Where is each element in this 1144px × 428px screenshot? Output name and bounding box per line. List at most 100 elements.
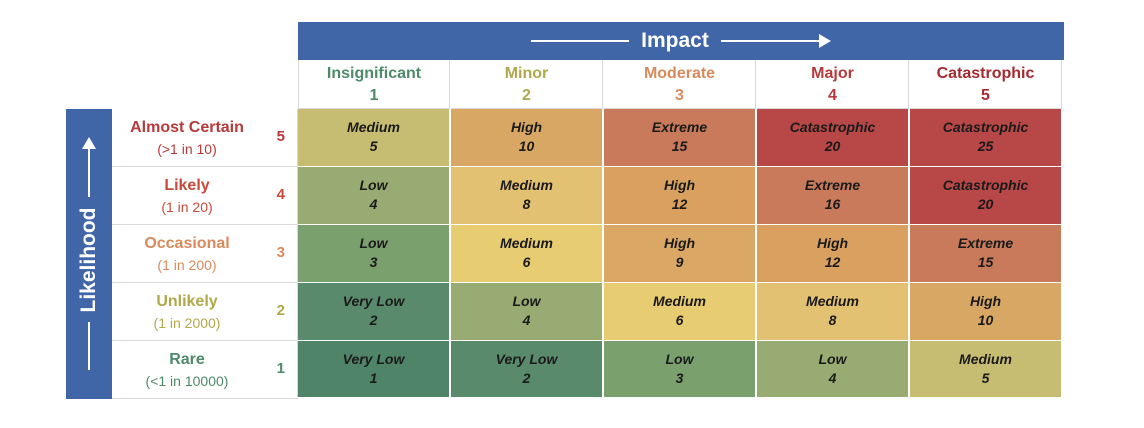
column-number: 1 [369, 87, 379, 104]
impact-arrow-line [531, 40, 630, 42]
risk-rating: Medium [347, 119, 400, 135]
row-header-likely: Likely (1 in 20) 4 [112, 167, 298, 225]
risk-score: 4 [522, 312, 531, 328]
risk-rating: Extreme [804, 177, 861, 193]
likelihood-header: Likelihood [66, 109, 112, 399]
risk-score: 8 [828, 312, 837, 328]
risk-rating: Catastrophic [789, 119, 876, 135]
risk-rating: Low [818, 351, 847, 367]
risk-score: 20 [977, 196, 994, 212]
risk-score: 2 [522, 370, 531, 386]
risk-score: 15 [671, 138, 688, 154]
risk-rating: Very Low [342, 351, 405, 367]
risk-score: 4 [369, 196, 378, 212]
impact-arrow-line-right [720, 40, 819, 42]
risk-score: 3 [369, 254, 378, 270]
row-frequency: (1 in 20) [161, 199, 213, 215]
column-header-catastrophic: Catastrophic 5 [910, 60, 1062, 109]
risk-rating: Low [512, 293, 541, 309]
row-label: Unlikely [156, 293, 218, 310]
risk-cell: Extreme 15 [910, 225, 1062, 283]
risk-score: 12 [824, 254, 841, 270]
risk-cell: Low 3 [298, 225, 450, 283]
risk-cell: Very Low 2 [451, 341, 603, 398]
row-label: Rare [169, 351, 205, 368]
row-frequency: (1 in 2000) [153, 315, 221, 331]
risk-score: 8 [522, 196, 531, 212]
risk-score: 15 [977, 254, 994, 270]
column-number: 4 [828, 87, 837, 104]
row-number: 3 [276, 244, 285, 261]
likelihood-arrow-line-top [88, 149, 90, 198]
row-header-occasional: Occasional (1 in 200) 3 [112, 225, 298, 283]
risk-score: 12 [671, 196, 688, 212]
risk-cell: High 10 [451, 109, 603, 167]
risk-rating: Medium [959, 351, 1012, 367]
risk-cell: Very Low 1 [298, 341, 450, 398]
impact-title: Impact [641, 29, 709, 52]
row-header-unlikely: Unlikely (1 in 2000) 2 [112, 283, 298, 341]
risk-rating: High [816, 235, 849, 251]
risk-score: 10 [977, 312, 994, 328]
risk-score: 2 [369, 312, 378, 328]
risk-cell: High 12 [757, 225, 909, 283]
column-label: Moderate [643, 65, 716, 82]
risk-score: 10 [518, 138, 535, 154]
risk-rating: Very Low [342, 293, 405, 309]
row-number: 2 [276, 302, 285, 319]
row-frequency: (1 in 200) [157, 257, 217, 273]
column-header-minor: Minor 2 [451, 60, 603, 109]
risk-score: 20 [824, 138, 841, 154]
column-number: 2 [522, 87, 531, 104]
risk-cell: Low 3 [604, 341, 756, 398]
likelihood-title: Likelihood [77, 207, 100, 313]
risk-cell: Medium 8 [451, 167, 603, 225]
risk-cell: High 12 [604, 167, 756, 225]
risk-rating: High [663, 235, 696, 251]
risk-rating: Very Low [495, 351, 558, 367]
risk-rating: High [663, 177, 696, 193]
risk-rating: Medium [500, 235, 553, 251]
risk-cell: Medium 5 [298, 109, 450, 167]
row-number: 4 [276, 186, 285, 203]
risk-cell: Medium 6 [451, 225, 603, 283]
row-number: 1 [276, 360, 285, 377]
risk-cell: Medium 8 [757, 283, 909, 341]
arrow-right-icon [818, 34, 831, 48]
risk-rating: High [510, 119, 543, 135]
risk-cell: Catastrophic 20 [910, 167, 1062, 225]
risk-cell: Very Low 2 [298, 283, 450, 341]
row-number: 5 [276, 128, 285, 145]
row-label: Occasional [144, 235, 230, 252]
risk-rating: Catastrophic [942, 119, 1029, 135]
column-label: Minor [504, 65, 549, 82]
risk-score: 25 [977, 138, 994, 154]
risk-rating: Medium [500, 177, 553, 193]
row-frequency: (>1 in 10) [157, 141, 217, 157]
row-label: Almost Certain [130, 119, 244, 136]
risk-rating: High [969, 293, 1002, 309]
risk-rating: Low [359, 235, 388, 251]
risk-cell: Extreme 15 [604, 109, 756, 167]
risk-score: 6 [522, 254, 531, 270]
column-label: Insignificant [326, 65, 422, 82]
risk-cell: Low 4 [451, 283, 603, 341]
risk-cell: Catastrophic 25 [910, 109, 1062, 167]
column-header-major: Major 4 [757, 60, 909, 109]
row-label: Likely [164, 177, 210, 194]
risk-score: 3 [675, 370, 684, 386]
arrow-up-icon [82, 137, 96, 150]
risk-score: 16 [824, 196, 841, 212]
risk-rating: Extreme [957, 235, 1014, 251]
risk-rating: Medium [806, 293, 859, 309]
likelihood-arrow-line [88, 322, 90, 371]
column-number: 3 [675, 87, 684, 104]
row-frequency: (<1 in 10000) [145, 373, 229, 389]
risk-score: 6 [675, 312, 684, 328]
risk-cell: Low 4 [298, 167, 450, 225]
row-header-rare: Rare (<1 in 10000) 1 [112, 341, 298, 399]
risk-cell: Extreme 16 [757, 167, 909, 225]
risk-cell: Catastrophic 20 [757, 109, 909, 167]
risk-rating: Low [359, 177, 388, 193]
column-label: Catastrophic [936, 65, 1035, 82]
